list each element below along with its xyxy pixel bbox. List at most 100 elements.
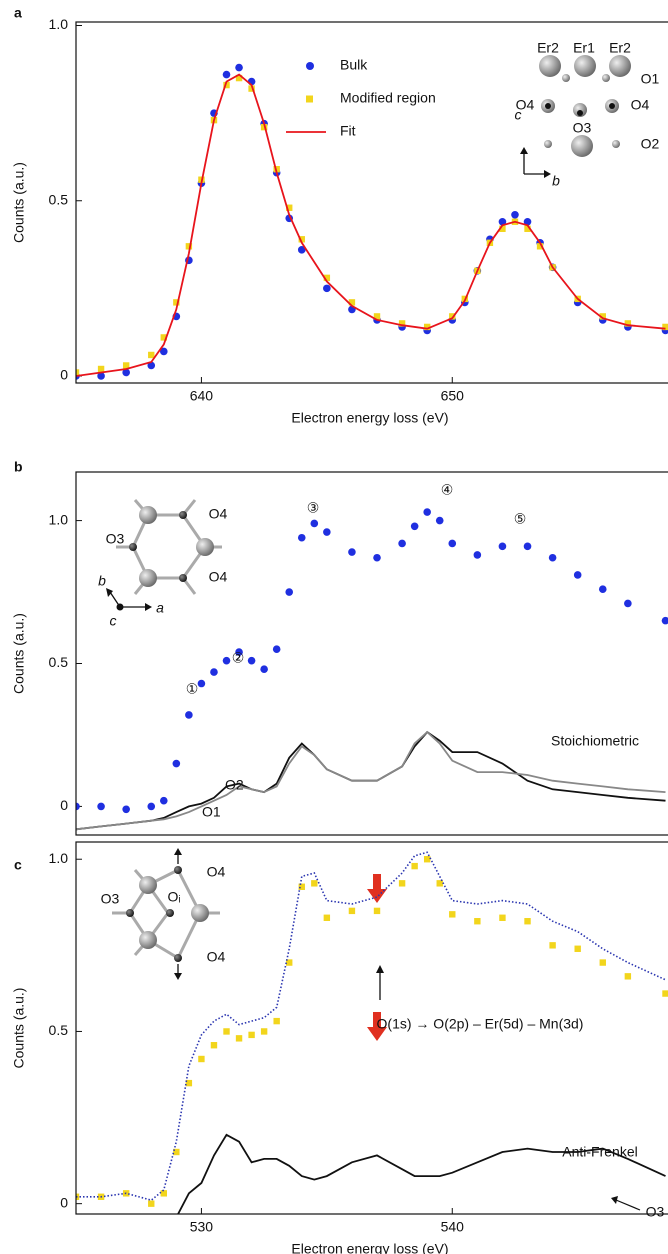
x-tick-label: 640 bbox=[190, 388, 214, 404]
annotation: ① bbox=[186, 681, 199, 697]
data-point bbox=[511, 210, 519, 219]
data-point bbox=[373, 313, 381, 320]
data-point bbox=[411, 862, 418, 870]
data-point bbox=[524, 918, 531, 925]
legend-marker bbox=[306, 95, 313, 103]
y-axis-label: Counts (a.u.) bbox=[11, 162, 27, 243]
data-point bbox=[285, 588, 294, 596]
data-point bbox=[286, 204, 293, 211]
inset-label: O3 bbox=[106, 531, 125, 547]
data-point bbox=[160, 1190, 167, 1197]
data-point bbox=[210, 668, 218, 676]
data-point bbox=[272, 645, 281, 654]
inset-label: O4 bbox=[207, 949, 226, 965]
data-point bbox=[423, 323, 431, 331]
data-point bbox=[159, 796, 168, 805]
data-point bbox=[297, 533, 306, 542]
data-point bbox=[273, 1017, 280, 1025]
inset-label: O1 bbox=[641, 71, 660, 87]
panel-label: b bbox=[14, 459, 23, 475]
inset-label: Er1 bbox=[573, 40, 595, 56]
data-point bbox=[223, 81, 230, 89]
data-point bbox=[523, 542, 532, 551]
data-point bbox=[624, 320, 632, 327]
data-point bbox=[548, 553, 557, 562]
data-point bbox=[398, 539, 406, 548]
data-point bbox=[235, 648, 243, 656]
data-point bbox=[499, 225, 506, 232]
y-tick-label: 0 bbox=[60, 367, 68, 383]
legend-label: Modified region bbox=[340, 90, 436, 106]
data-point bbox=[148, 1200, 155, 1207]
inset-b-atoms bbox=[106, 506, 214, 611]
plot-frame bbox=[75, 841, 668, 1215]
data-point bbox=[323, 284, 331, 293]
data-point bbox=[147, 802, 156, 811]
inset-label: b bbox=[552, 173, 560, 189]
data-point bbox=[323, 274, 331, 282]
inset-label: Er2 bbox=[537, 40, 559, 56]
data-point bbox=[160, 334, 167, 341]
data-point bbox=[286, 959, 293, 966]
data-point bbox=[499, 914, 506, 921]
data-point bbox=[410, 522, 419, 531]
data-point bbox=[573, 571, 582, 579]
y-tick-label: 1.0 bbox=[49, 16, 69, 32]
data-point bbox=[197, 679, 206, 688]
inset-label: O2 bbox=[641, 136, 660, 152]
data-point bbox=[298, 883, 305, 890]
data-point bbox=[498, 542, 507, 551]
data-point bbox=[198, 1055, 205, 1063]
data-point bbox=[122, 368, 130, 377]
inset-label: O4 bbox=[631, 97, 650, 113]
panel-a: a 0 0.5 1.0 640 650 Electron energy loss (eV) C… bbox=[11, 5, 668, 426]
data-point bbox=[210, 1042, 218, 1049]
data-point bbox=[536, 243, 544, 250]
plot bbox=[76, 63, 668, 380]
data-point bbox=[662, 990, 668, 997]
data-point bbox=[498, 217, 507, 226]
data-point bbox=[373, 907, 381, 915]
inset-label: c bbox=[515, 107, 522, 123]
data-point bbox=[235, 63, 243, 72]
data-point bbox=[311, 880, 318, 887]
data-point bbox=[348, 907, 356, 915]
x-tick-label: 540 bbox=[441, 1219, 465, 1235]
y-tick-label: 1.0 bbox=[49, 850, 69, 866]
annotation: O(1s) → O(2p) – Er(5d) – Mn(3d) bbox=[377, 1016, 584, 1032]
data-point bbox=[97, 365, 105, 373]
data-point bbox=[599, 313, 606, 320]
legend-label: Bulk bbox=[340, 57, 368, 73]
x-axis-label: Electron energy loss (eV) bbox=[291, 1241, 448, 1254]
data-point bbox=[423, 856, 431, 863]
data-point bbox=[235, 1035, 243, 1042]
inset-label: c bbox=[110, 613, 117, 629]
data-point bbox=[624, 973, 632, 980]
data-point bbox=[436, 880, 443, 887]
data-point bbox=[235, 74, 243, 82]
inset-label: O4 bbox=[209, 569, 228, 585]
inset-a bbox=[520, 55, 631, 178]
plot-frame bbox=[75, 21, 668, 384]
annotation: ⑤ bbox=[514, 511, 527, 527]
data-point bbox=[147, 361, 156, 370]
inset-label: O4 bbox=[516, 97, 535, 113]
arrows bbox=[367, 874, 641, 1211]
data-point bbox=[122, 362, 130, 369]
y-axis-label: Counts (a.u.) bbox=[11, 988, 27, 1069]
annotation: Stoichiometric bbox=[551, 733, 639, 749]
plot bbox=[76, 508, 668, 831]
data-point bbox=[260, 1028, 268, 1035]
annotation: ④ bbox=[441, 482, 454, 498]
data-point bbox=[310, 519, 319, 528]
data-point bbox=[398, 880, 406, 887]
data-point bbox=[624, 599, 632, 608]
series-line bbox=[76, 730, 666, 831]
data-point bbox=[661, 616, 668, 625]
y-tick-label: 0 bbox=[60, 1194, 68, 1210]
data-point bbox=[76, 369, 80, 376]
data-point bbox=[474, 918, 481, 925]
inset-label: O3 bbox=[101, 891, 120, 907]
